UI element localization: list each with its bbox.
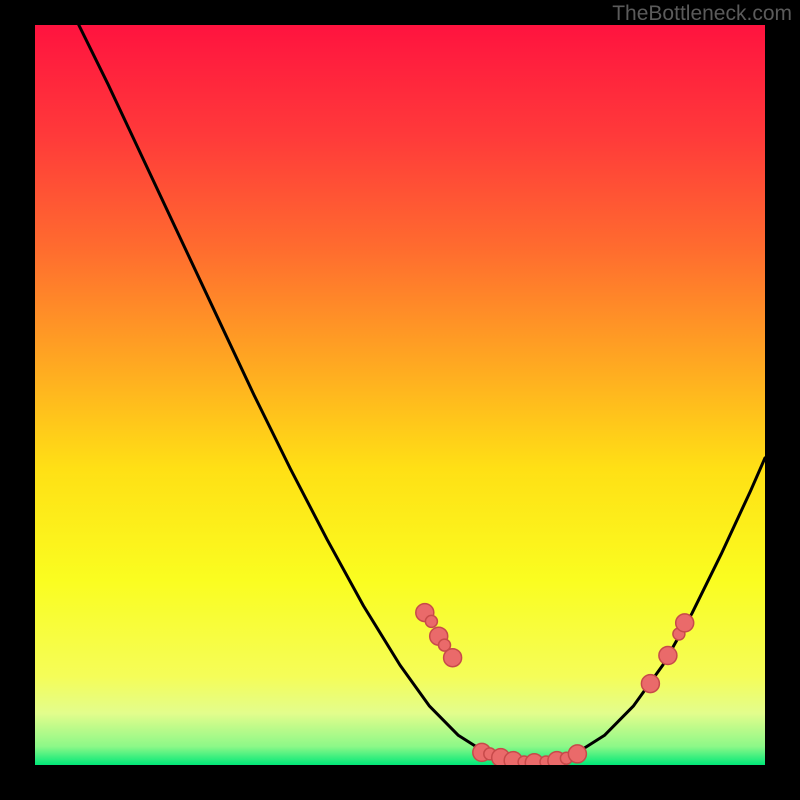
curve-layer xyxy=(35,25,765,765)
chart-container: TheBottleneck.com xyxy=(0,0,800,800)
data-markers xyxy=(416,604,694,765)
data-marker xyxy=(568,745,586,763)
data-marker xyxy=(425,615,437,627)
data-marker xyxy=(676,614,694,632)
data-marker xyxy=(444,649,462,667)
plot-area xyxy=(35,25,765,765)
watermark-text: TheBottleneck.com xyxy=(612,2,792,26)
data-marker xyxy=(641,675,659,693)
data-marker xyxy=(659,647,677,665)
